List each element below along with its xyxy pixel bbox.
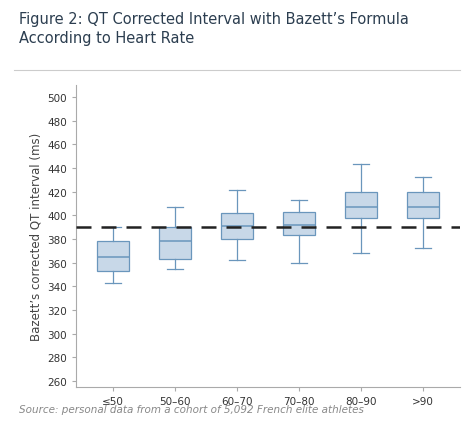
Text: Figure 2: QT Corrected Interval with Bazett’s Formula
According to Heart Rate: Figure 2: QT Corrected Interval with Baz…: [19, 12, 409, 46]
PathPatch shape: [159, 227, 191, 260]
PathPatch shape: [283, 212, 315, 236]
Y-axis label: Bazett’s corrected QT interval (ms): Bazett’s corrected QT interval (ms): [30, 132, 43, 341]
Text: Source: personal data from a cohort of 5,092 French elite athletes: Source: personal data from a cohort of 5…: [19, 404, 364, 415]
PathPatch shape: [221, 213, 253, 240]
PathPatch shape: [407, 192, 439, 218]
PathPatch shape: [97, 242, 129, 271]
PathPatch shape: [345, 192, 377, 218]
